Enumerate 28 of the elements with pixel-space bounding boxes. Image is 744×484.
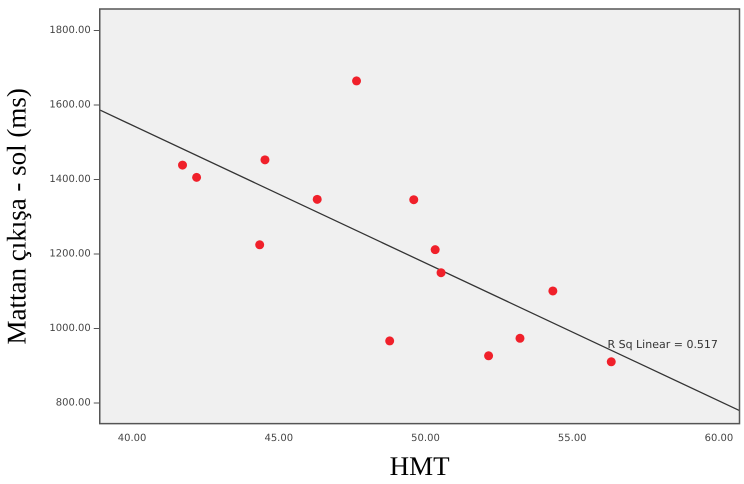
x-tick-label: 50.00 xyxy=(411,433,440,444)
y-tick-label: 1400.00 xyxy=(49,174,91,186)
point xyxy=(409,195,418,204)
point xyxy=(312,194,322,204)
x-tick-label: 45.00 xyxy=(264,433,294,444)
x-tick-label: 40.00 xyxy=(118,433,146,444)
y-tick-label: 1200.00 xyxy=(49,248,91,260)
x-tick-label: 55.00 xyxy=(558,433,587,444)
point xyxy=(430,245,440,254)
x-axis-title: HMT xyxy=(390,450,450,481)
point xyxy=(255,240,264,250)
y-axis-title: Mattan çıkışa - sol (ms) xyxy=(1,88,32,345)
y-tick-label: 1800.00 xyxy=(49,25,91,36)
point xyxy=(192,172,202,182)
point xyxy=(178,160,188,170)
y-tick-label: 1600.00 xyxy=(49,100,91,111)
x-tick-label: 60.00 xyxy=(704,433,734,444)
point xyxy=(606,357,616,366)
point xyxy=(352,76,362,86)
point xyxy=(515,334,524,343)
annotation: R Sq Linear = 0.517 xyxy=(607,338,718,352)
y-tick-label: 1000.00 xyxy=(49,323,91,334)
point xyxy=(484,351,494,360)
y-tick-label: 800.00 xyxy=(56,398,91,409)
point xyxy=(385,336,394,346)
point xyxy=(436,268,446,278)
point xyxy=(548,286,558,296)
point xyxy=(260,155,270,164)
